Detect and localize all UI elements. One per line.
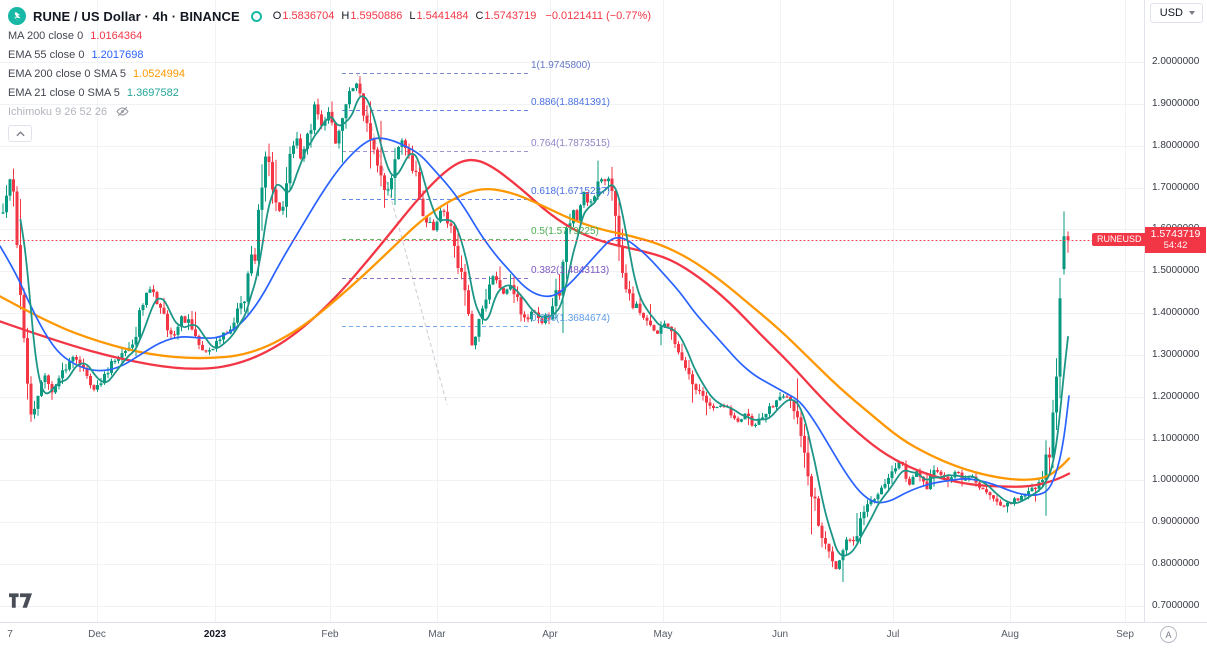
- price-tick-label: 1.7000000: [1152, 181, 1200, 193]
- price-tick-label: 0.8000000: [1152, 558, 1200, 570]
- fib-level-label: 0.236(1.3684674): [531, 313, 610, 325]
- indicator-row-ema200[interactable]: EMA 200 close 0 SMA 5 1.0524994: [8, 64, 651, 83]
- time-tick-label: 7: [7, 629, 13, 640]
- open-value: 1.5836704: [282, 10, 335, 22]
- time-tick-label: May: [653, 629, 673, 640]
- low-value: 1.5441484: [416, 10, 469, 22]
- time-tick-label: Mar: [428, 629, 446, 640]
- indicator-value: 1.3697582: [126, 86, 179, 99]
- time-tick-label: Aug: [1001, 629, 1019, 640]
- price-tick-label: 1.4000000: [1152, 307, 1200, 319]
- indicator-value: 1.0164364: [90, 29, 143, 42]
- price-line-symbol-tag: RUNEUSD: [1092, 233, 1147, 247]
- indicator-label: Ichimoku 9 26 52 26: [8, 105, 108, 118]
- close-value: 1.5743719: [484, 10, 537, 22]
- current-price-label: 1.5743719 54:42: [1145, 227, 1206, 254]
- indicator-label: EMA 200 close 0 SMA 5: [8, 67, 127, 80]
- current-price-value: 1.5743719: [1150, 228, 1201, 241]
- price-tick-label: 1.3000000: [1152, 348, 1200, 360]
- time-tick-label: Jul: [886, 629, 900, 640]
- indicator-row-ema21[interactable]: EMA 21 close 0 SMA 5 1.3697582: [8, 83, 651, 102]
- symbol-title[interactable]: RUNE / US Dollar · 4h · BINANCE: [33, 8, 240, 24]
- time-tick-label: Apr: [542, 629, 558, 640]
- price-tick-label: 1.9000000: [1152, 97, 1200, 109]
- price-tick-label: 1.8000000: [1152, 139, 1200, 151]
- chevron-down-icon: [1189, 11, 1195, 15]
- fib-level-label: 1(1.9745800): [531, 59, 591, 71]
- auto-scale-button[interactable]: A: [1160, 626, 1177, 643]
- fib-level-label: 0.764(1.7873515): [531, 137, 610, 149]
- time-tick-label: Jun: [771, 629, 789, 640]
- time-axis[interactable]: 7 Dec 2023 Feb Mar Apr May Jun Jul Aug Sep: [0, 622, 1207, 648]
- rune-coin-icon: [8, 7, 26, 25]
- indicator-row-ema55[interactable]: EMA 55 close 0 1.2017698: [8, 45, 651, 64]
- price-tick-label: 1.0000000: [1152, 474, 1200, 486]
- chevron-up-icon: [15, 130, 25, 136]
- symbol-header-row[interactable]: RUNE / US Dollar · 4h · BINANCE O1.58367…: [8, 6, 651, 26]
- high-value: 1.5950886: [350, 10, 403, 22]
- price-tick-label: 1.5000000: [1152, 265, 1200, 277]
- currency-label: USD: [1159, 7, 1183, 19]
- fib-level-label: 0.886(1.8841391): [531, 97, 610, 109]
- tradingview-logo[interactable]: [9, 593, 32, 613]
- fib-level-label: 0.618(1.6715237): [531, 186, 610, 198]
- price-tick-label: 2.0000000: [1152, 56, 1200, 67]
- indicator-row-ma200[interactable]: MA 200 close 0 1.0164364: [8, 26, 651, 45]
- price-tick-label: 1.1000000: [1152, 432, 1200, 444]
- ohlc-values: O1.5836704 H1.5950886 L1.5441484 C1.5743…: [273, 10, 537, 22]
- price-axis[interactable]: 2.00000001.90000001.80000001.70000001.60…: [1144, 0, 1207, 622]
- market-status-dot: [250, 10, 262, 22]
- open-label: O: [272, 10, 282, 22]
- indicator-row-ichimoku[interactable]: Ichimoku 9 26 52 26: [8, 102, 651, 121]
- low-label: L: [409, 10, 416, 22]
- fib-level-label: 0.5(1.5779225): [531, 225, 599, 237]
- price-change: −0.0121411 (−0.77%): [545, 10, 651, 22]
- indicator-label: EMA 55 close 0: [8, 48, 85, 61]
- time-tick-label: Feb: [321, 629, 339, 640]
- time-tick-label: 2023: [203, 629, 227, 640]
- chart-legend: RUNE / US Dollar · 4h · BINANCE O1.58367…: [8, 6, 651, 142]
- currency-toggle[interactable]: USD: [1149, 3, 1203, 23]
- high-label: H: [341, 10, 350, 22]
- indicator-label: MA 200 close 0: [8, 29, 84, 42]
- price-tick-label: 1.2000000: [1152, 390, 1200, 402]
- time-tick-label: Dec: [88, 629, 106, 640]
- price-tick-label: 0.7000000: [1152, 599, 1200, 611]
- price-tick-label: 0.9000000: [1152, 516, 1200, 528]
- bar-countdown: 54:42: [1163, 240, 1188, 252]
- eye-off-icon[interactable]: [116, 105, 129, 118]
- fib-level-label: 0.382(1.4843113): [531, 264, 610, 276]
- indicator-value: 1.0524994: [133, 67, 186, 80]
- legend-collapse-button[interactable]: [8, 125, 32, 142]
- time-tick-label: Sep: [1116, 629, 1134, 640]
- close-label: C: [475, 10, 484, 22]
- indicator-label: EMA 21 close 0 SMA 5: [8, 86, 120, 99]
- indicator-value: 1.2017698: [91, 48, 144, 61]
